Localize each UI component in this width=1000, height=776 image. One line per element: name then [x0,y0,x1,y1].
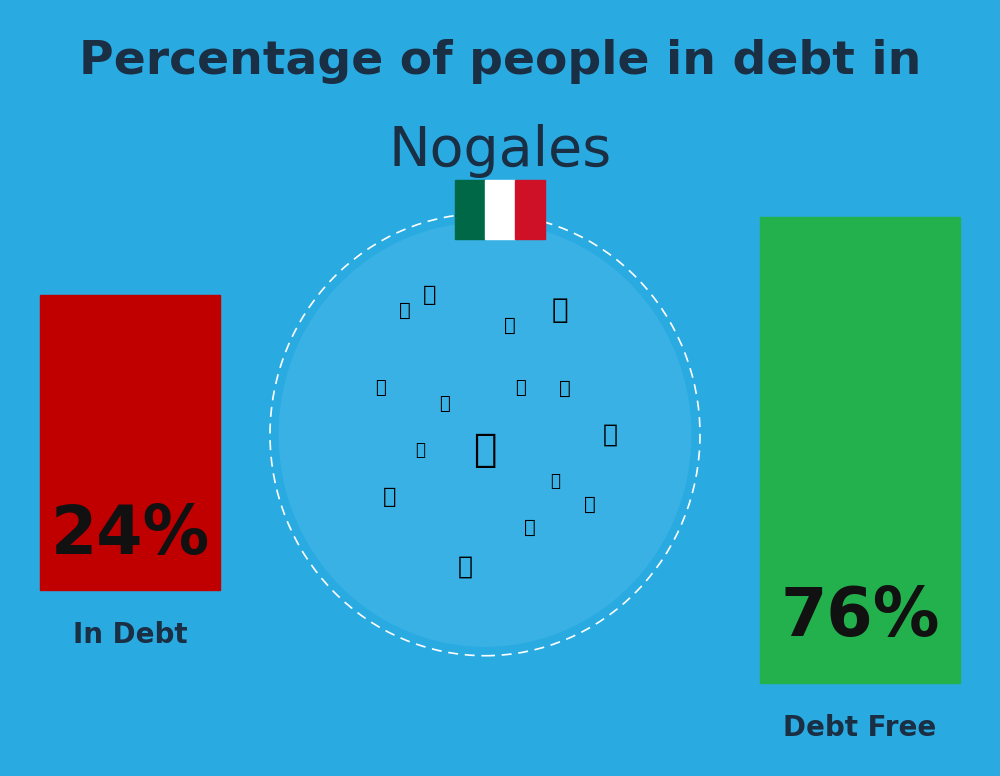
Text: 🚗: 🚗 [458,555,473,578]
Text: 💵: 💵 [440,394,450,413]
Bar [515,181,545,239]
Text: 🎓: 🎓 [602,423,618,446]
Bar [485,181,515,239]
Ellipse shape [279,222,691,647]
Text: 🏦: 🏦 [473,431,497,469]
Text: Nogales: Nogales [388,124,612,178]
Text: 📦: 📦 [375,379,385,397]
Text: 💰: 💰 [423,285,437,305]
Text: 🏧: 🏧 [515,379,525,397]
Text: 💳: 💳 [584,495,596,514]
Text: 📱: 📱 [559,379,571,397]
Bar [455,181,485,239]
Text: 💼: 💼 [383,487,397,507]
Text: Debt Free: Debt Free [783,714,937,742]
Text: 🔐: 🔐 [550,472,560,490]
Text: 📋: 📋 [524,518,536,537]
Text: 🪙: 🪙 [415,441,425,459]
Text: In Debt: In Debt [73,621,187,649]
Text: 🦅: 🦅 [399,301,411,320]
Text: 🏠: 🏠 [552,296,568,324]
Text: 76%: 76% [780,584,940,650]
Text: 24%: 24% [50,502,210,569]
Text: Percentage of people in debt in: Percentage of people in debt in [79,39,921,84]
Text: 🔑: 🔑 [504,317,516,335]
Bar [40,295,220,590]
Bar [760,217,960,683]
